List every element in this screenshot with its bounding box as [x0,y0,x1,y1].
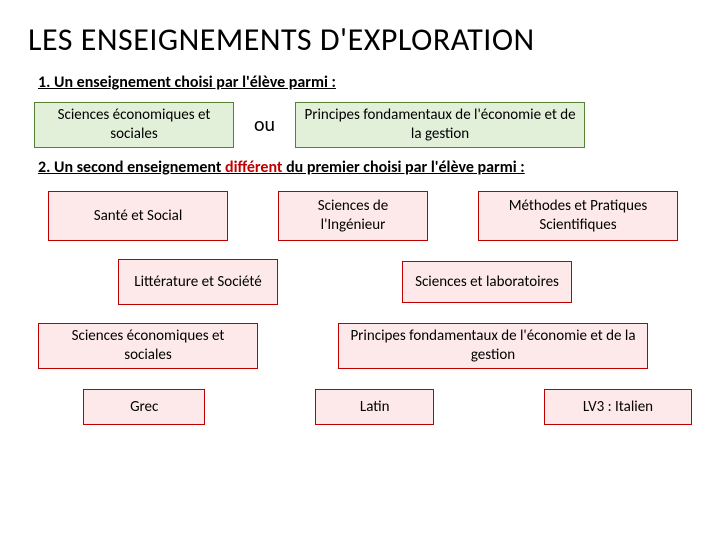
ou-label: ou [248,113,281,137]
heading-2-diff: différent [225,158,286,177]
box-litterature: Littérature et Société [118,259,278,305]
page-title: LES ENSEIGNEMENTS D'EXPLORATION [28,20,692,59]
row-2: Santé et Social Sciences de l'Ingénieur … [48,191,682,241]
box-grec: Grec [83,389,205,425]
heading-1: 1. Un enseignement choisi par l'élève pa… [38,73,692,92]
heading-1-text: Un enseignement choisi par l'élève parmi… [54,73,336,92]
box-lv3: LV3 : Italien [544,389,692,425]
row-5: Grec Latin LV3 : Italien [83,389,692,425]
box-latin: Latin [315,389,434,425]
row-choice-1: Sciences économiques et sociales ou Prin… [34,102,692,148]
heading-2-suffix: du premier choisi par l'élève parmi : [286,158,525,177]
box-pfe-1: Principes fondamentaux de l'économie et … [295,102,585,148]
box-ses-1: Sciences économiques et sociales [34,102,234,148]
box-sci-ing: Sciences de l'Ingénieur [278,191,428,241]
heading-2-prefix: 2. Un second enseignement [38,158,225,177]
box-methodes: Méthodes et Pratiques Scientifiques [478,191,678,241]
heading-2: 2. Un second enseignement différent du p… [38,158,692,177]
box-sci-lab: Sciences et laboratoires [402,261,572,303]
box-ses-2: Sciences économiques et sociales [38,323,258,369]
row-3: Littérature et Société Sciences et labor… [118,259,692,305]
box-sante: Santé et Social [48,191,228,241]
box-pfe-2: Principes fondamentaux de l'économie et … [338,323,648,369]
row-4: Sciences économiques et sociales Princip… [38,323,692,369]
heading-1-prefix: 1. [38,73,54,92]
